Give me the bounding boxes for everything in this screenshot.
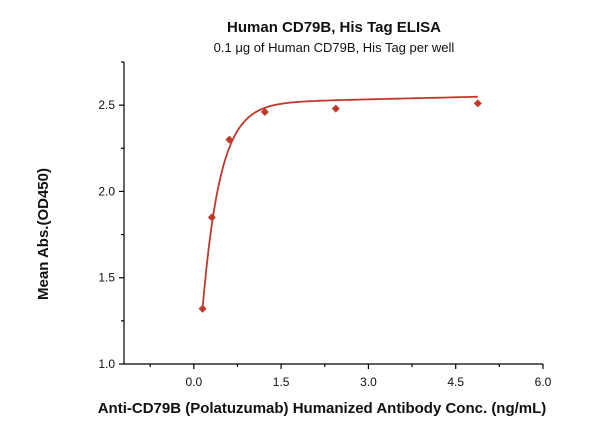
data-point (260, 108, 269, 117)
data-point (198, 304, 207, 313)
chart-subtitle: 0.1 μg of Human CD79B, His Tag per well (214, 40, 455, 55)
y-tick-label: 1.0 (98, 357, 115, 371)
y-tick-label: 1.5 (98, 271, 115, 285)
y-axis-label: Mean Abs.(OD450) (35, 168, 52, 300)
x-tick-label: 1.5 (273, 375, 290, 389)
y-tick-label: 2.0 (98, 184, 115, 198)
x-tick-label: 6.0 (535, 375, 552, 389)
y-ticks: 1.0 1.5 2.0 2.5 (98, 61, 124, 371)
x-ticks: 0.0 1.5 3.0 4.5 6.0 (149, 364, 552, 389)
data-point (207, 213, 216, 222)
x-tick-label: 4.5 (447, 375, 464, 389)
x-tick-label: 3.0 (360, 375, 377, 389)
fit-curve (201, 95, 478, 309)
data-points (198, 99, 482, 313)
x-axis-label: Anti-CD79B (Polatuzumab) Humanized Antib… (98, 400, 547, 417)
y-tick-label: 2.5 (98, 98, 115, 112)
x-tick-label: 0.0 (185, 375, 202, 389)
data-point (473, 99, 482, 108)
data-point (225, 135, 234, 144)
data-point (331, 104, 340, 113)
chart-title: Human CD79B, His Tag ELISA (227, 19, 441, 36)
